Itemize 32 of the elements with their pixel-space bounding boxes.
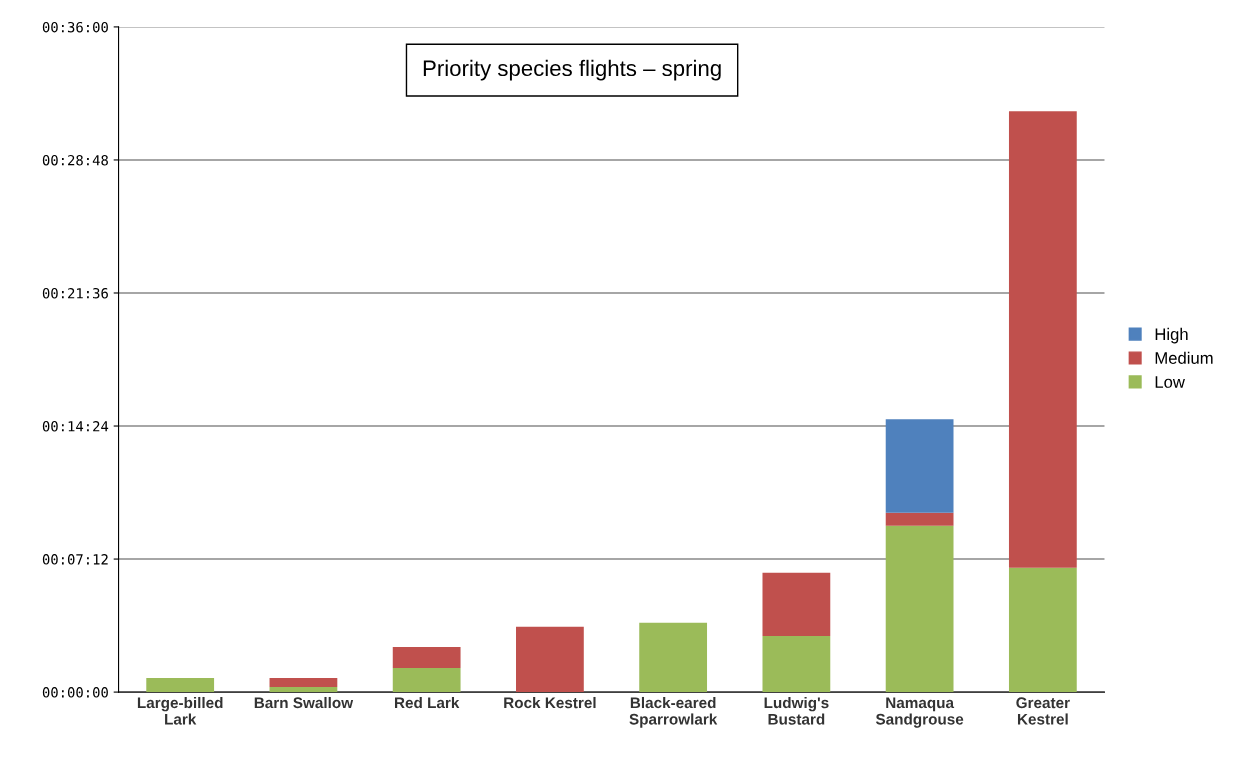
x-tick-label: Greater Kestrel <box>1016 697 1070 725</box>
x-tick-label: Barn Swallow <box>254 696 354 709</box>
x-tick-label: Namaqua Sandgrouse <box>875 697 964 728</box>
bar <box>885 525 954 693</box>
legend-label: High <box>1155 327 1188 344</box>
y-tick-label: 00:28:48 <box>42 154 108 166</box>
bar <box>269 678 338 688</box>
y-tick-label: 00:00:00 <box>42 687 108 698</box>
bar <box>269 687 338 693</box>
bar <box>1008 567 1077 693</box>
y-tick-label: 00:14:24 <box>42 421 109 432</box>
x-tick-label: Rock Kestrel <box>504 696 596 709</box>
bar <box>392 668 461 693</box>
bar <box>885 512 954 526</box>
legend-label: Medium <box>1155 351 1213 364</box>
bar <box>885 419 954 513</box>
text: Priority species flights – spring <box>423 59 721 81</box>
legend-label: Low <box>1155 376 1185 388</box>
bar <box>146 678 215 693</box>
y-tick-label: 00:36:00 <box>42 21 108 33</box>
x-tick-label: Large-billed Lark <box>137 696 223 725</box>
y-tick-label: 00:07:12 <box>42 554 108 565</box>
bar <box>516 626 584 693</box>
bar <box>1008 111 1077 568</box>
bar <box>762 572 831 636</box>
bar <box>392 647 461 669</box>
x-tick-label: Red Lark <box>394 696 460 709</box>
y-tick-label: 00:21:36 <box>42 287 108 299</box>
bar <box>639 622 708 693</box>
x-tick-label: Black-eared Sparrowlark <box>629 696 718 728</box>
x-tick-label: Ludwig's Bustard <box>764 696 829 725</box>
bar <box>762 635 831 693</box>
